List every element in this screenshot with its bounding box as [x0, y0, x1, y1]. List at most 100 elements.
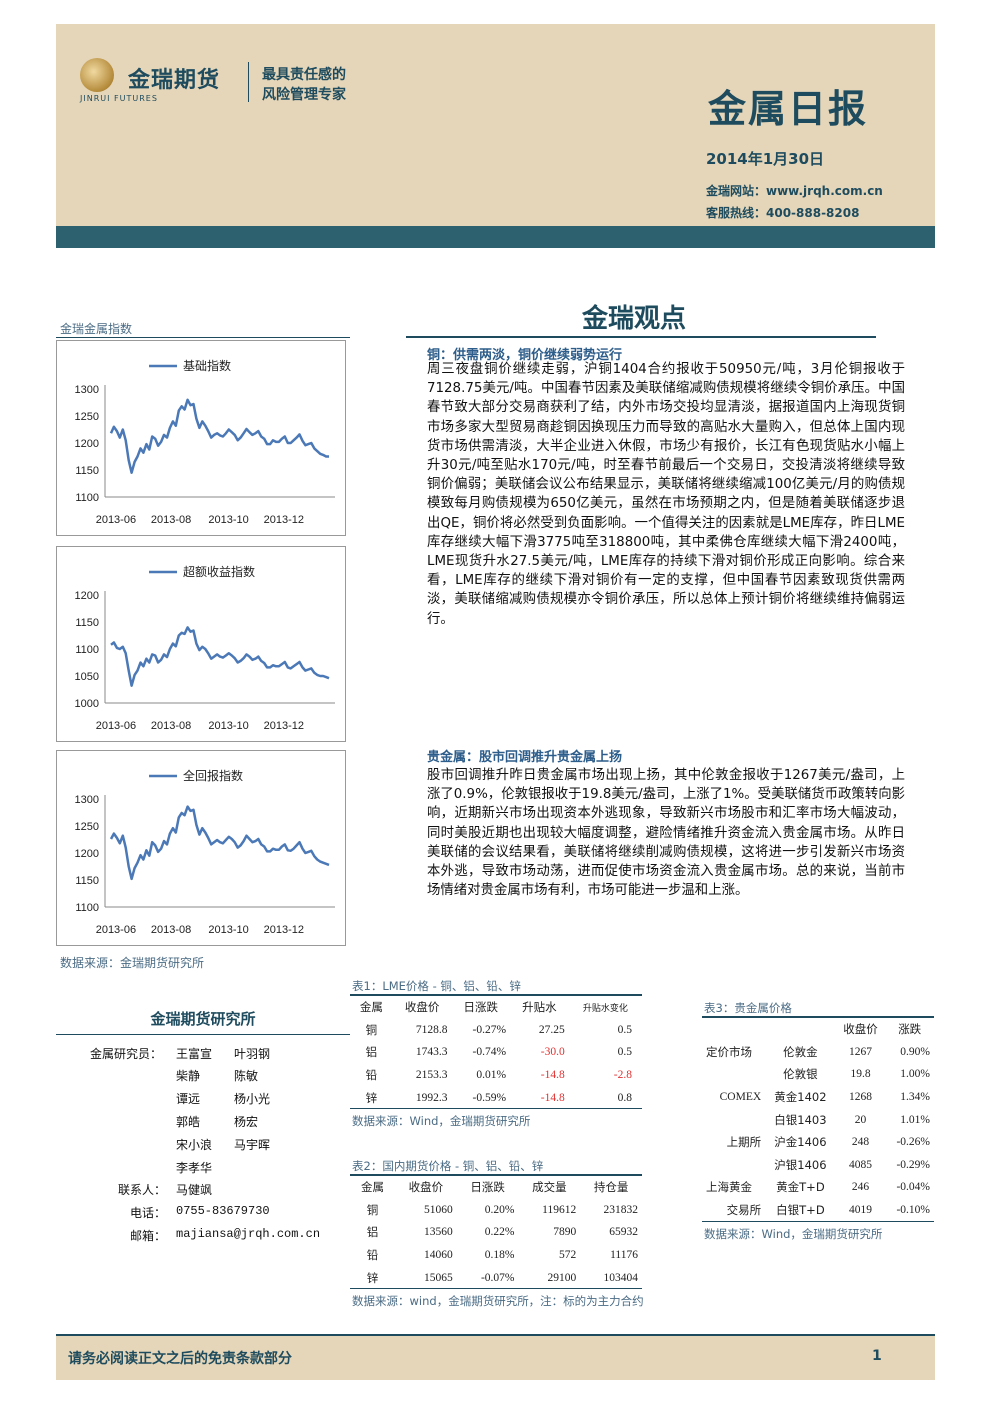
table-header-cell: 持仓量 — [593, 1180, 629, 1195]
header-bar — [56, 226, 935, 248]
table2-caption: 表2：国内期货价格 - 铜、铝、铅、锌 — [352, 1159, 544, 1173]
table-cell: -0.07% — [480, 1271, 515, 1284]
table-row: 铝 13560 0.22% 7890 65932 — [350, 1221, 642, 1244]
table-header-cell: 日涨跌 — [470, 1180, 505, 1195]
precious-metals-table: 收盘价 涨跌 定价市场 伦敦金 1267 0.90% 伦敦银 19.8 1.00… — [702, 1018, 934, 1221]
x-tick-label: 2013-08 — [151, 720, 191, 732]
table-cell: 0.01% — [476, 1069, 507, 1082]
team-member: 郭皓 — [176, 1115, 201, 1129]
y-tick-label: 1150 — [75, 465, 99, 477]
table-cell: 0.22% — [484, 1226, 515, 1239]
table-header-row: 金属 收盘价 日涨跌 成交量 持仓量 — [350, 1176, 642, 1199]
table-cell: 572 — [558, 1249, 577, 1262]
table-cell: -0.27% — [472, 1023, 507, 1036]
table-cell: 沪银1406 — [774, 1157, 827, 1172]
disclaimer-notice: 请务必阅读正文之后的免责条款部分 — [68, 1351, 292, 1367]
table-row: 定价市场 伦敦金 1267 0.90% — [702, 1041, 934, 1064]
team-member: 李孝华 — [176, 1161, 213, 1175]
x-tick-label: 2013-06 — [96, 514, 136, 526]
charts-data-source: 数据来源：金瑞期货研究所 — [60, 956, 205, 970]
table-row: 锌 1992.3 -0.59% -14.8 0.8 — [350, 1086, 642, 1109]
table-cell: 27.25 — [538, 1023, 565, 1036]
table-header-cell: 金属 — [359, 1000, 383, 1015]
company-subtitle: JINRUI FUTURES — [80, 94, 158, 103]
table-cell: -2.8 — [613, 1069, 632, 1082]
table-row: 铜 51060 0.20% 119612 231832 — [350, 1199, 642, 1222]
table1-source: 数据来源：Wind，金瑞期货研究所 — [352, 1114, 531, 1128]
table-header-cell: 收盘价 — [408, 1180, 444, 1195]
table-header-cell: 金属 — [361, 1180, 385, 1195]
table3-caption: 表3：贵金属价格 — [704, 1001, 792, 1015]
table2-bottom-rule — [350, 1288, 642, 1289]
table-cell: 铅 — [366, 1250, 379, 1263]
series-line — [109, 805, 330, 881]
contact-name: 马健飒 — [176, 1183, 213, 1197]
table-cell: 1267 — [849, 1045, 873, 1058]
table-cell — [702, 1154, 765, 1177]
footer-banner — [56, 1336, 935, 1380]
x-tick-label: 2013-06 — [96, 924, 136, 936]
table-cell: 4019 — [849, 1204, 873, 1217]
table-cell: 15065 — [424, 1271, 453, 1284]
website-link[interactable]: 金瑞网站：www.jrqh.com.cn — [706, 184, 883, 198]
x-tick-label: 2013-10 — [208, 924, 248, 936]
table-cell: 伦敦银 — [783, 1067, 818, 1082]
y-tick-label: 1050 — [75, 671, 99, 683]
table-cell: COMEX — [719, 1091, 762, 1104]
y-tick-label: 1300 — [75, 794, 99, 806]
table-cell: 白银T+D — [776, 1203, 825, 1218]
slogan-line-2: 风险管理专家 — [262, 87, 346, 103]
team-member: 叶羽钢 — [234, 1047, 271, 1061]
table-cell: 1.00% — [900, 1068, 930, 1081]
table-cell: 7890 — [553, 1226, 577, 1239]
team-member: 谭远 — [176, 1092, 201, 1106]
table-row: 沪银1406 4085 -0.29% — [702, 1154, 934, 1177]
table-cell — [702, 1063, 765, 1086]
y-tick-label: 1250 — [75, 821, 99, 833]
table-row: 铝 1743.3 -0.74% -30.0 0.5 — [350, 1041, 642, 1064]
table-header-cell: 涨跌 — [898, 1022, 922, 1037]
contact-label: 联系人： — [118, 1183, 167, 1197]
domestic-futures-table: 金属 收盘价 日涨跌 成交量 持仓量 铜 51060 0.20% 119612 … — [350, 1176, 642, 1289]
table2-source: 数据来源：wind，金瑞期货研究所，注：标的为主力合约 — [352, 1294, 644, 1308]
table3-bottom-rule — [702, 1221, 934, 1222]
table-cell: 沪金1406 — [774, 1135, 827, 1150]
table-cell: 0.5 — [617, 1023, 632, 1036]
table-row: 伦敦银 19.8 1.00% — [702, 1063, 934, 1086]
research-team-rule — [56, 1034, 350, 1035]
table-cell: 1992.3 — [415, 1091, 448, 1104]
table-header-cell: 收盘价 — [404, 1000, 440, 1015]
table-header-cell: 升贴水 — [522, 1000, 557, 1015]
table-cell: 119612 — [542, 1203, 577, 1216]
table-cell: 1268 — [849, 1091, 873, 1104]
slogan-line-1: 最具责任感的 — [262, 67, 346, 83]
table1-top-rule — [350, 994, 642, 996]
table-cell: 7128.8 — [415, 1023, 448, 1036]
table-cell: -0.26% — [896, 1136, 930, 1149]
table-cell: 0.5 — [617, 1046, 632, 1059]
x-tick-label: 2013-12 — [264, 924, 304, 936]
table-cell: 上期所 — [726, 1135, 762, 1150]
table-cell: 黄金T+D — [776, 1180, 825, 1195]
table-cell: 0.20% — [484, 1203, 515, 1216]
table-cell: -14.8 — [540, 1069, 565, 1082]
table-cell: 248 — [851, 1136, 870, 1149]
table-row: 交易所 白银T+D 4019 -0.10% — [702, 1199, 934, 1222]
table1-bottom-rule — [350, 1108, 642, 1109]
members-label: 金属研究员： — [90, 1047, 163, 1061]
email-link[interactable]: majiansa@jrqh.com.cn — [176, 1227, 321, 1241]
table-row: 上期所 沪金1406 248 -0.26% — [702, 1131, 934, 1154]
table-cell: 定价市场 — [706, 1044, 752, 1059]
table-cell: 0.18% — [484, 1249, 515, 1262]
table-cell: -0.74% — [472, 1046, 507, 1059]
copper-article-heading: 铜：供需两淡，铜价继续弱势运行 — [427, 348, 623, 363]
phone-label: 电话： — [130, 1206, 167, 1220]
team-member: 柴静 — [176, 1069, 201, 1083]
x-tick-label: 2013-08 — [151, 924, 191, 936]
y-tick-label: 1150 — [75, 617, 99, 629]
table-header-cell — [702, 1018, 765, 1041]
table-row: 铜 7128.8 -0.27% 27.25 0.5 — [350, 1019, 642, 1042]
table-cell: 29100 — [547, 1271, 577, 1284]
charts-label: 金瑞金属指数 — [60, 322, 133, 336]
table-cell: 铅 — [365, 1070, 378, 1083]
